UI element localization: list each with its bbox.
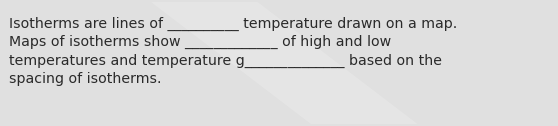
Polygon shape <box>151 2 417 124</box>
Text: Isotherms are lines of __________ temperature drawn on a map.
Maps of isotherms : Isotherms are lines of __________ temper… <box>9 17 457 86</box>
